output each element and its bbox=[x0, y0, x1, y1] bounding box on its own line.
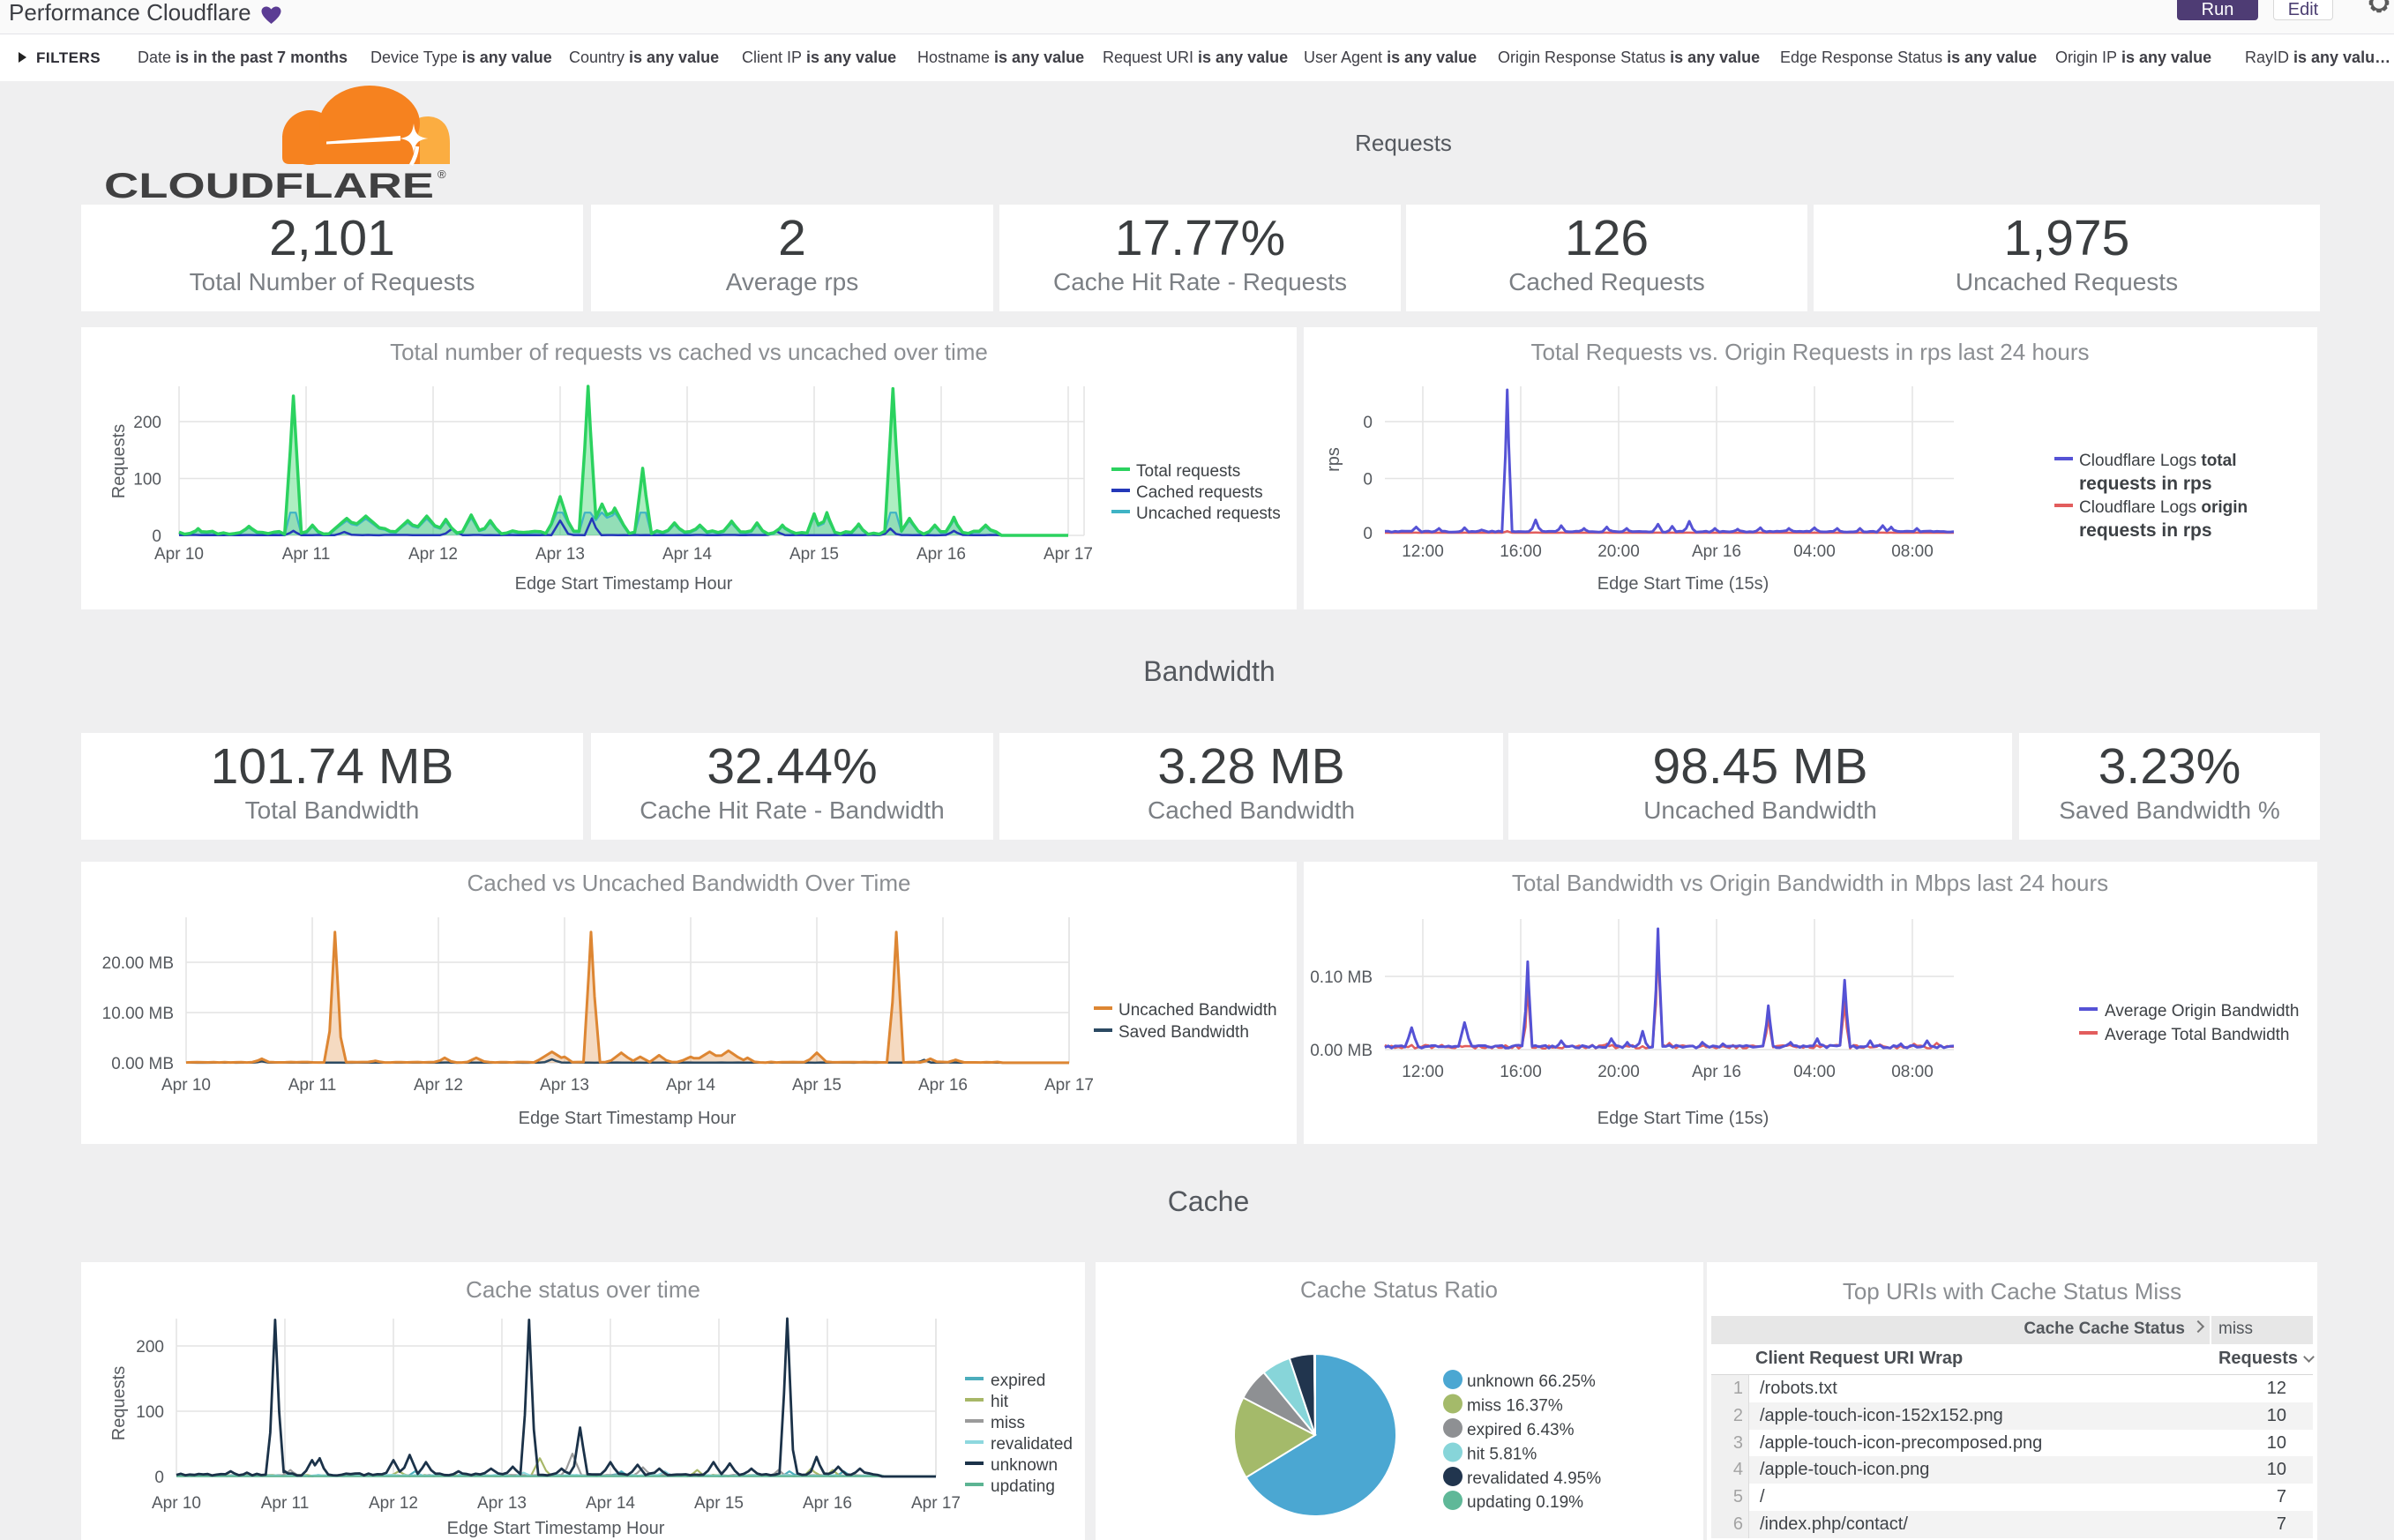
svg-text:requests in rps: requests in rps bbox=[2079, 520, 2212, 541]
svg-text:Apr 15: Apr 15 bbox=[792, 1076, 842, 1095]
svg-text:Apr 12: Apr 12 bbox=[414, 1076, 463, 1095]
svg-text:0: 0 bbox=[1363, 414, 1373, 432]
svg-text:Cached requests: Cached requests bbox=[1136, 483, 1263, 502]
svg-text:Saved Bandwidth: Saved Bandwidth bbox=[1118, 1023, 1249, 1042]
svg-text:Edge Start Time (15s): Edge Start Time (15s) bbox=[1597, 1109, 1769, 1128]
svg-text:Requests: Requests bbox=[109, 424, 129, 499]
svg-text:hit 5.81%: hit 5.81% bbox=[1467, 1446, 1537, 1464]
svg-text:04:00: 04:00 bbox=[1793, 542, 1836, 561]
svg-text:0: 0 bbox=[152, 527, 161, 546]
svg-text:Apr 10: Apr 10 bbox=[154, 545, 204, 564]
svg-text:Apr 14: Apr 14 bbox=[666, 1076, 715, 1095]
svg-text:Apr 12: Apr 12 bbox=[369, 1494, 418, 1513]
svg-text:0.00 MB: 0.00 MB bbox=[1310, 1042, 1373, 1060]
svg-text:hit: hit bbox=[991, 1393, 1009, 1411]
svg-text:Apr 11: Apr 11 bbox=[288, 1076, 337, 1095]
svg-text:Apr 14: Apr 14 bbox=[586, 1494, 635, 1513]
svg-text:Apr 13: Apr 13 bbox=[535, 545, 585, 564]
svg-text:100: 100 bbox=[136, 1403, 164, 1422]
svg-text:20:00: 20:00 bbox=[1597, 1063, 1640, 1081]
svg-text:Apr 16: Apr 16 bbox=[918, 1076, 968, 1095]
svg-text:04:00: 04:00 bbox=[1793, 1063, 1836, 1081]
svg-text:20.00 MB: 20.00 MB bbox=[102, 954, 174, 973]
svg-text:Apr 16: Apr 16 bbox=[803, 1494, 852, 1513]
svg-text:Total Requests vs. Origin Requ: Total Requests vs. Origin Requests in rp… bbox=[1531, 339, 2090, 365]
svg-text:Average Total Bandwidth: Average Total Bandwidth bbox=[2105, 1026, 2290, 1044]
svg-text:Cloudflare Logs origin: Cloudflare Logs origin bbox=[2079, 498, 2248, 517]
svg-text:Apr 10: Apr 10 bbox=[152, 1494, 201, 1513]
svg-text:Edge Start Time (15s): Edge Start Time (15s) bbox=[1597, 574, 1769, 594]
svg-text:miss: miss bbox=[991, 1414, 1025, 1432]
svg-text:12:00: 12:00 bbox=[1402, 1063, 1444, 1081]
svg-text:Apr 15: Apr 15 bbox=[694, 1494, 744, 1513]
svg-text:revalidated 4.95%: revalidated 4.95% bbox=[1467, 1469, 1601, 1488]
svg-text:20:00: 20:00 bbox=[1597, 542, 1640, 561]
svg-text:Apr 17: Apr 17 bbox=[1044, 545, 1093, 564]
svg-text:0: 0 bbox=[1363, 525, 1373, 543]
svg-text:Apr 16: Apr 16 bbox=[1692, 1063, 1741, 1081]
svg-text:Apr 10: Apr 10 bbox=[161, 1076, 211, 1095]
svg-text:0.00 MB: 0.00 MB bbox=[111, 1055, 174, 1073]
svg-text:Total Bandwidth vs Origin Band: Total Bandwidth vs Origin Bandwidth in M… bbox=[1512, 870, 2108, 896]
svg-text:Average Origin Bandwidth: Average Origin Bandwidth bbox=[2105, 1002, 2299, 1020]
svg-text:100: 100 bbox=[133, 471, 161, 490]
svg-text:12:00: 12:00 bbox=[1402, 542, 1444, 561]
svg-text:®: ® bbox=[438, 168, 446, 181]
svg-text:updating 0.19%: updating 0.19% bbox=[1467, 1493, 1583, 1512]
svg-text:Apr 17: Apr 17 bbox=[911, 1494, 961, 1513]
svg-text:expired: expired bbox=[991, 1372, 1045, 1390]
svg-text:expired 6.43%: expired 6.43% bbox=[1467, 1421, 1575, 1439]
svg-text:0: 0 bbox=[1363, 471, 1373, 490]
svg-text:08:00: 08:00 bbox=[1891, 542, 1934, 561]
svg-text:Apr 11: Apr 11 bbox=[282, 545, 331, 564]
svg-text:Cached vs Uncached Bandwidth O: Cached vs Uncached Bandwidth Over Time bbox=[468, 870, 911, 896]
svg-text:Edge Start Timestamp Hour: Edge Start Timestamp Hour bbox=[447, 1519, 665, 1538]
svg-text:requests in rps: requests in rps bbox=[2079, 474, 2212, 494]
svg-text:unknown: unknown bbox=[991, 1456, 1058, 1475]
svg-text:Apr 13: Apr 13 bbox=[540, 1076, 589, 1095]
svg-text:Total requests: Total requests bbox=[1136, 462, 1240, 481]
svg-text:10.00 MB: 10.00 MB bbox=[102, 1005, 174, 1023]
svg-text:Edge Start Timestamp Hour: Edge Start Timestamp Hour bbox=[519, 1109, 737, 1128]
svg-text:Uncached requests: Uncached requests bbox=[1136, 505, 1281, 523]
svg-text:Cloudflare Logs total: Cloudflare Logs total bbox=[2079, 452, 2236, 470]
svg-text:Apr 13: Apr 13 bbox=[477, 1494, 527, 1513]
svg-text:revalidated: revalidated bbox=[991, 1435, 1073, 1454]
svg-text:Requests: Requests bbox=[109, 1366, 129, 1441]
svg-text:miss 16.37%: miss 16.37% bbox=[1467, 1397, 1563, 1416]
svg-text:0: 0 bbox=[154, 1469, 164, 1487]
svg-text:rps: rps bbox=[1324, 447, 1343, 472]
svg-text:Apr 12: Apr 12 bbox=[408, 545, 458, 564]
svg-text:08:00: 08:00 bbox=[1891, 1063, 1934, 1081]
svg-text:Uncached Bandwidth: Uncached Bandwidth bbox=[1118, 1001, 1277, 1020]
svg-text:0.10 MB: 0.10 MB bbox=[1310, 968, 1373, 987]
svg-text:16:00: 16:00 bbox=[1500, 1063, 1542, 1081]
svg-text:Apr 15: Apr 15 bbox=[789, 545, 839, 564]
svg-text:unknown 66.25%: unknown 66.25% bbox=[1467, 1372, 1596, 1391]
svg-text:200: 200 bbox=[136, 1338, 164, 1357]
svg-text:Apr 14: Apr 14 bbox=[662, 545, 712, 564]
svg-text:Apr 17: Apr 17 bbox=[1044, 1076, 1094, 1095]
svg-text:Edge Start Timestamp Hour: Edge Start Timestamp Hour bbox=[515, 574, 733, 594]
svg-text:CLOUDFLARE: CLOUDFLARE bbox=[104, 167, 434, 201]
svg-text:updating: updating bbox=[991, 1477, 1055, 1496]
svg-text:Apr 11: Apr 11 bbox=[261, 1494, 310, 1513]
svg-text:Apr 16: Apr 16 bbox=[1692, 542, 1741, 561]
svg-text:200: 200 bbox=[133, 414, 161, 432]
svg-text:Total number of requests vs ca: Total number of requests vs cached vs un… bbox=[390, 339, 988, 365]
svg-text:16:00: 16:00 bbox=[1500, 542, 1542, 561]
svg-text:Cache Status Ratio: Cache Status Ratio bbox=[1300, 1276, 1498, 1303]
svg-text:Cache status over time: Cache status over time bbox=[466, 1276, 700, 1303]
svg-text:Apr 16: Apr 16 bbox=[916, 545, 966, 564]
